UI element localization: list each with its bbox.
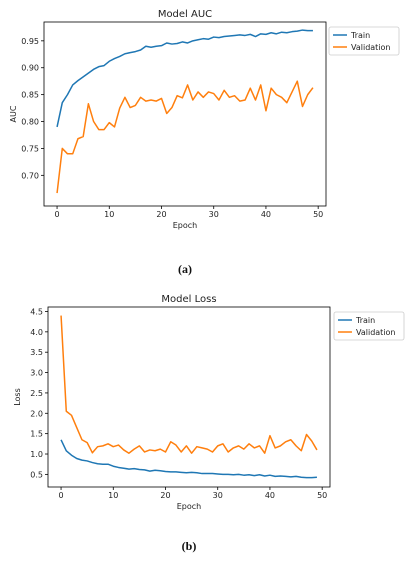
x-tick-label: 0	[59, 491, 64, 500]
y-tick-label: 1.0	[30, 450, 43, 459]
x-tick-label: 40	[265, 491, 275, 500]
legend: Train Validation	[328, 26, 400, 56]
legend-label-validation: Validation	[351, 43, 391, 52]
y-tick-label: 0.75	[21, 144, 39, 153]
x-tick-label: 30	[213, 491, 223, 500]
series-line-validation	[60, 315, 318, 454]
legend-box	[328, 26, 400, 56]
y-axis-label: AUC	[9, 105, 18, 122]
y-tick-label: 3.5	[30, 348, 43, 357]
loss-chart: 0 10 20 30 40 50 0.5 1.0 1.5 2.0 2.5 3.0 3.5 4.0 4.5 Mo…	[13, 294, 405, 553]
plot-frame	[43, 21, 327, 207]
x-tick-label: 20	[156, 210, 166, 219]
figure-caption: (b)	[182, 539, 197, 553]
y-tick-label: 0.90	[21, 64, 39, 73]
x-tick-label: 20	[160, 491, 170, 500]
x-tick-label: 50	[317, 491, 327, 500]
auc-chart: 0 10 20 30 40 50 0.70 0.75 0.80 0.85 0.90 0.95 Model…	[9, 9, 400, 276]
legend-box	[333, 311, 405, 341]
legend-label-train: Train	[355, 316, 375, 325]
legend-label-train: Train	[350, 31, 370, 40]
y-tick-label: 0.5	[30, 470, 43, 479]
y-tick-label: 0.70	[21, 171, 39, 180]
x-tick-label: 40	[261, 210, 271, 219]
y-tick-label: 4.0	[30, 328, 43, 337]
series-line-train	[60, 439, 317, 479]
y-tick-label: 1.5	[30, 430, 43, 439]
x-tick-label: 10	[104, 210, 114, 219]
legend: Train Validation	[333, 311, 405, 341]
x-tick-label: 30	[209, 210, 219, 219]
series-line-validation	[56, 80, 314, 194]
y-tick-label: 2.0	[30, 409, 43, 418]
y-tick-label: 4.5	[30, 307, 43, 316]
y-tick-label: 2.5	[30, 389, 43, 398]
plot-frame	[47, 306, 331, 488]
legend-label-validation: Validation	[356, 328, 396, 337]
y-tick-label: 3.0	[30, 369, 43, 378]
y-tick-label: 0.85	[21, 91, 39, 100]
x-axis-label: Epoch	[177, 502, 202, 511]
chart-title: Model AUC	[158, 9, 212, 20]
x-tick-label: 0	[55, 210, 60, 219]
y-tick-label: 0.95	[21, 37, 39, 46]
figure-caption: (a)	[178, 262, 192, 276]
y-tick-label: 0.80	[21, 118, 39, 127]
series-line-train	[56, 29, 313, 128]
x-tick-label: 50	[313, 210, 323, 219]
x-tick-label: 10	[108, 491, 118, 500]
x-axis-label: Epoch	[173, 221, 198, 230]
y-axis-label: Loss	[13, 388, 22, 406]
chart-title: Model Loss	[161, 294, 216, 305]
